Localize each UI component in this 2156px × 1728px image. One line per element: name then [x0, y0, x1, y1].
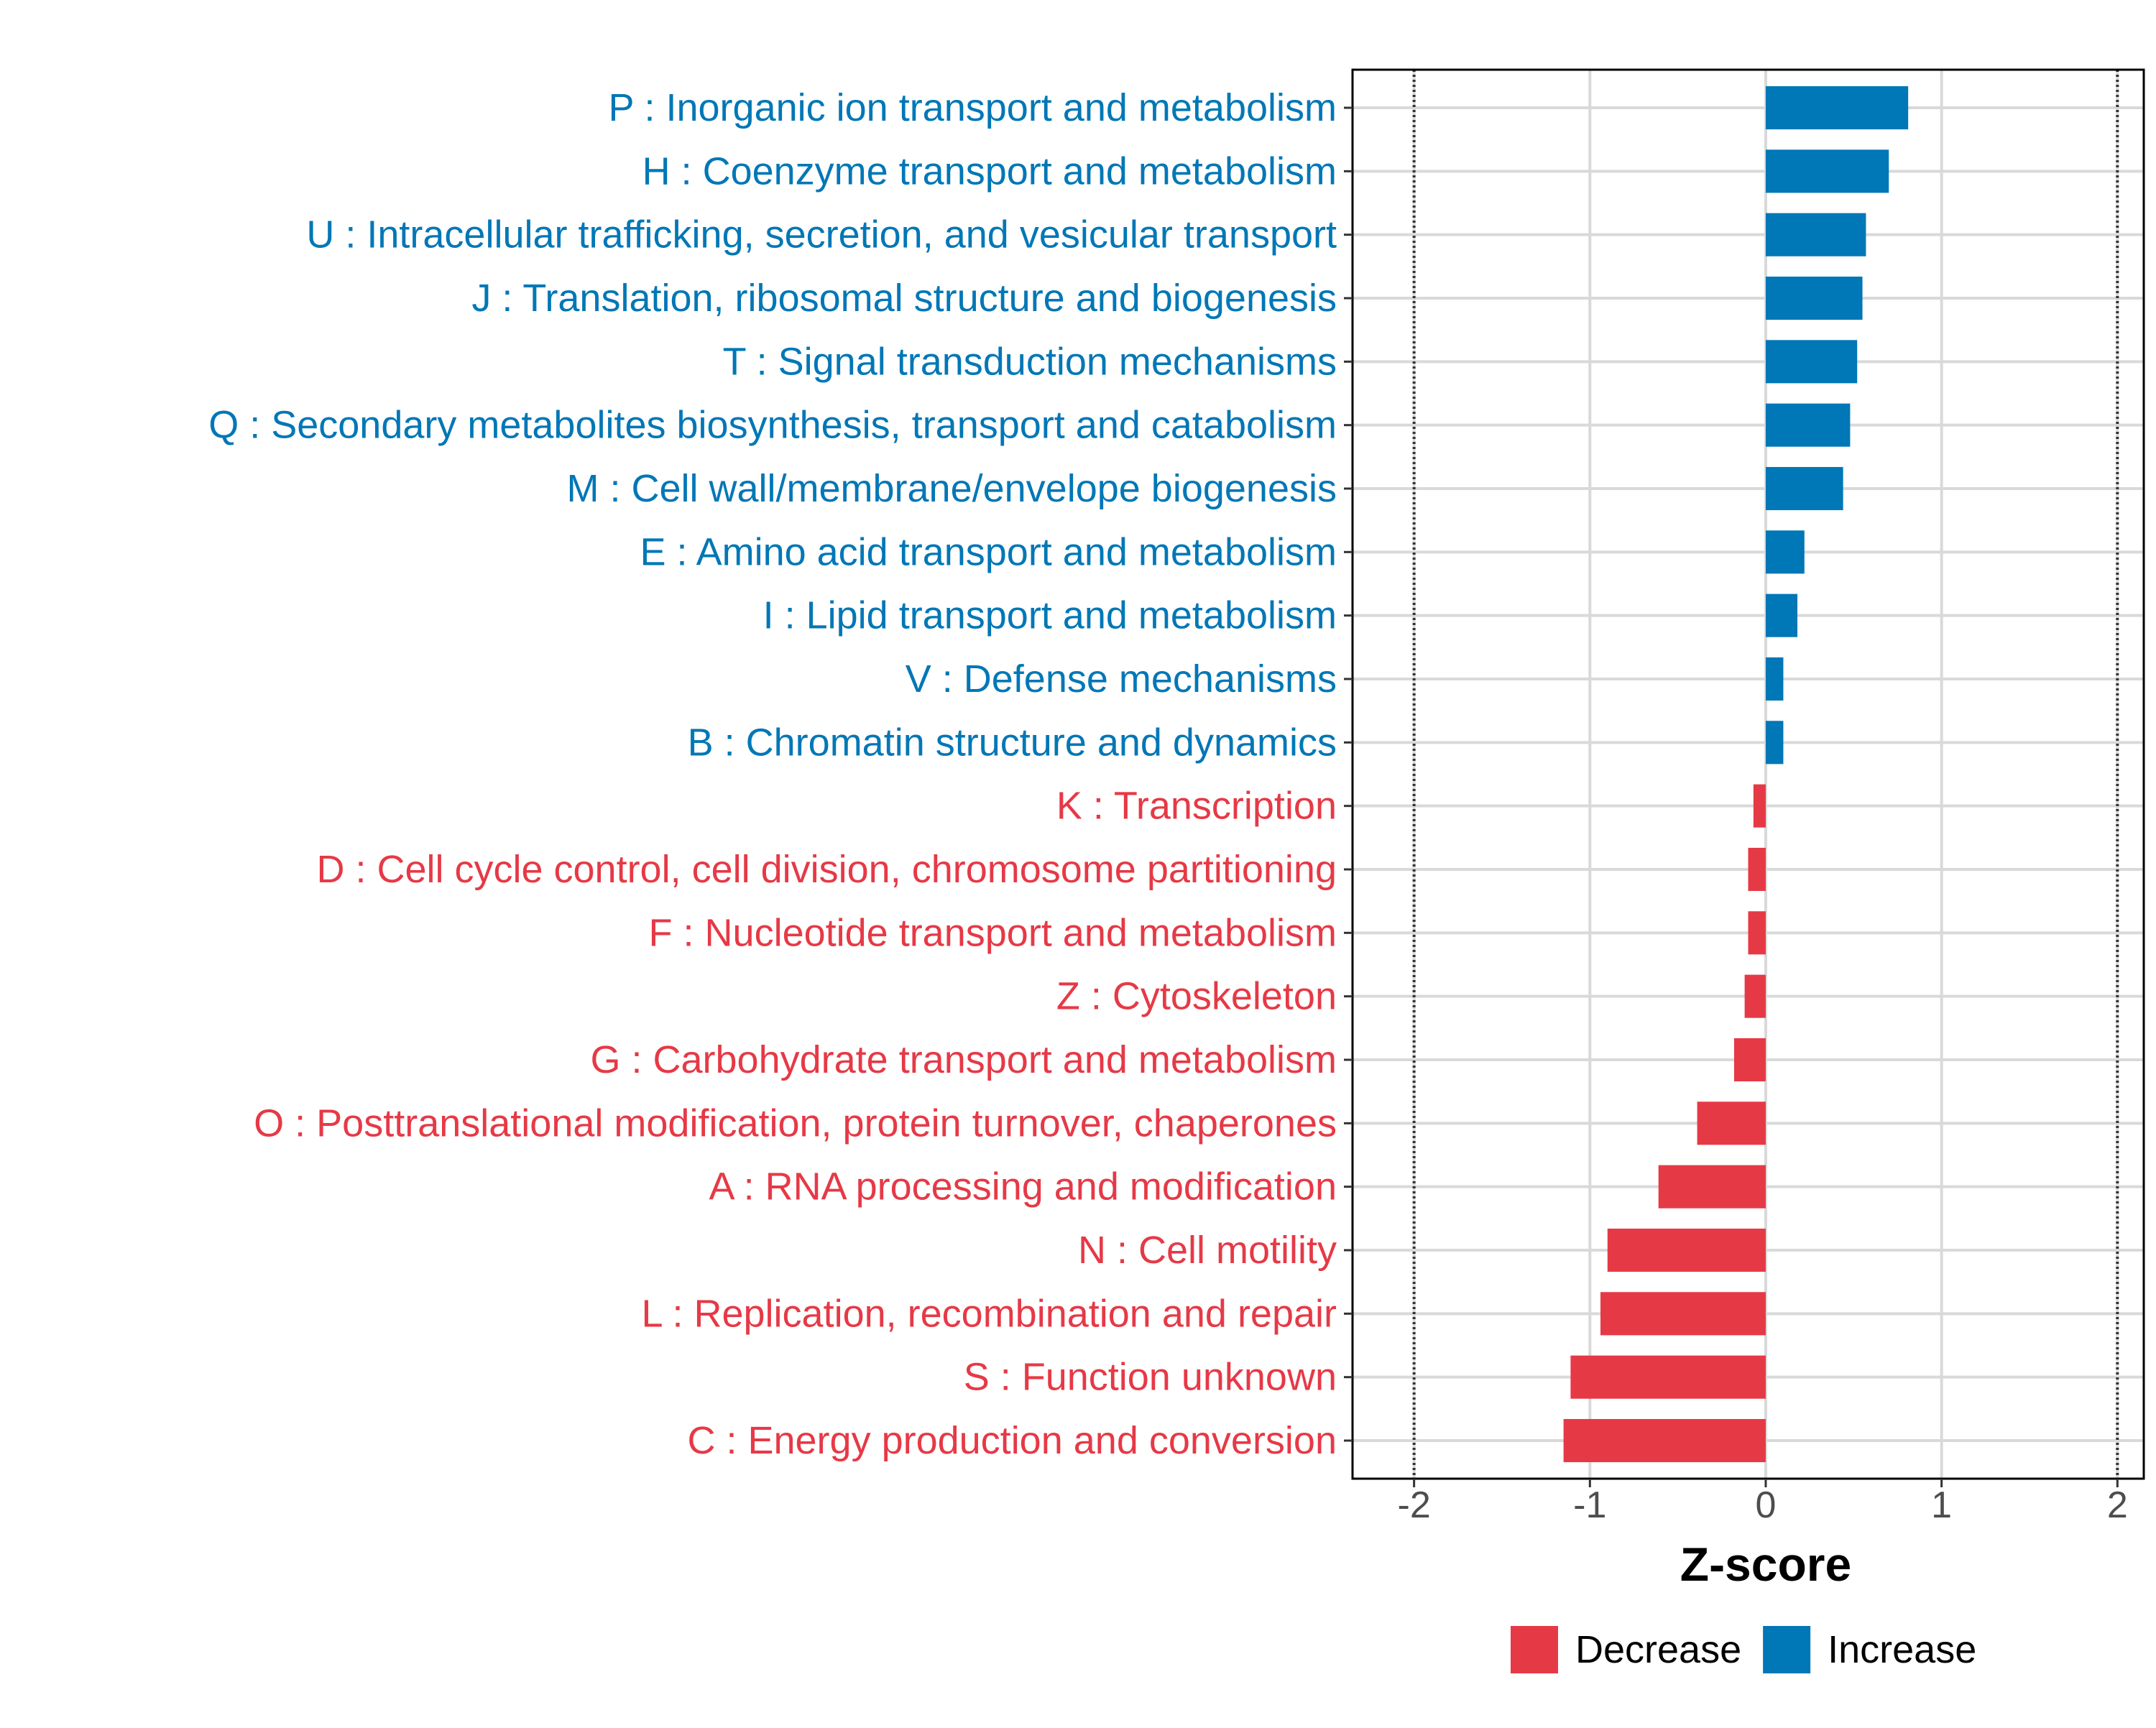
legend-swatch: [1511, 1626, 1558, 1673]
bar: [1600, 1292, 1766, 1336]
category-label: A : RNA processing and modification: [709, 1165, 1337, 1209]
category-label: L : Replication, recombination and repai…: [641, 1292, 1337, 1335]
bar: [1765, 276, 1863, 320]
legend-label: Decrease: [1575, 1628, 1741, 1671]
category-label: N : Cell motility: [1078, 1229, 1337, 1272]
plot-area: [1351, 68, 2145, 1480]
x-tick-label: 1: [1931, 1484, 1952, 1526]
category-label: E : Amino acid transport and metabolism: [640, 530, 1337, 573]
category-label: U : Intracellular trafficking, secretion…: [306, 213, 1337, 257]
legend-swatch: [1763, 1626, 1811, 1673]
bar: [1748, 847, 1766, 892]
category-label: Z : Cytoskeleton: [1056, 975, 1337, 1018]
x-axis-title: Z-score: [1680, 1538, 1851, 1591]
category-label: K : Transcription: [1056, 785, 1337, 828]
category-label: B : Chromatin structure and dynamics: [688, 721, 1337, 764]
bar: [1765, 530, 1805, 574]
bar: [1765, 149, 1889, 193]
bar: [1733, 1038, 1766, 1082]
category-label: D : Cell cycle control, cell division, c…: [316, 848, 1337, 891]
bar: [1765, 403, 1851, 447]
category-label: P : Inorganic ion transport and metaboli…: [608, 86, 1337, 129]
category-label: F : Nucleotide transport and metabolism: [649, 911, 1337, 954]
x-axis: -2 -1 0 1 2: [1398, 1479, 2128, 1526]
bar: [1765, 721, 1784, 764]
bar: [1765, 593, 1798, 637]
category-label: O : Posttranslational modification, prot…: [254, 1101, 1337, 1145]
bar: [1765, 213, 1866, 257]
category-label: T : Signal transduction mechanisms: [723, 340, 1337, 383]
category-label: I : Lipid transport and metabolism: [763, 594, 1337, 637]
bar: [1753, 784, 1766, 828]
category-label: C : Energy production and conversion: [687, 1419, 1337, 1462]
category-label: M : Cell wall/membrane/envelope biogenes…: [566, 467, 1337, 510]
bar: [1697, 1101, 1766, 1145]
bar: [1658, 1165, 1766, 1209]
bar: [1607, 1228, 1766, 1272]
category-label: H : Coenzyme transport and metabolism: [642, 149, 1337, 193]
bar: [1765, 466, 1843, 511]
category-label: J : Translation, ribosomal structure and…: [471, 277, 1337, 320]
x-tick-label: 0: [1756, 1484, 1777, 1526]
category-labels: P : Inorganic ion transport and metaboli…: [208, 86, 1353, 1462]
bar: [1765, 340, 1858, 384]
category-label: S : Function unknown: [964, 1356, 1337, 1399]
x-tick-label: 2: [2107, 1484, 2128, 1526]
x-tick-label: -2: [1398, 1484, 1431, 1526]
x-tick-label: -1: [1573, 1484, 1606, 1526]
bar: [1570, 1355, 1766, 1399]
legend-label: Increase: [1828, 1628, 1976, 1671]
bar: [1765, 86, 1909, 130]
bar: [1744, 974, 1766, 1018]
legend: Decrease Increase: [1511, 1626, 1976, 1673]
category-label: G : Carbohydrate transport and metabolis…: [591, 1038, 1337, 1081]
panel-border: [1351, 68, 2145, 1480]
bar: [1563, 1418, 1766, 1463]
bar: [1765, 657, 1784, 701]
category-label: V : Defense mechanisms: [906, 657, 1337, 701]
category-label: Q : Secondary metabolites biosynthesis, …: [208, 404, 1337, 447]
bar: [1748, 911, 1766, 955]
